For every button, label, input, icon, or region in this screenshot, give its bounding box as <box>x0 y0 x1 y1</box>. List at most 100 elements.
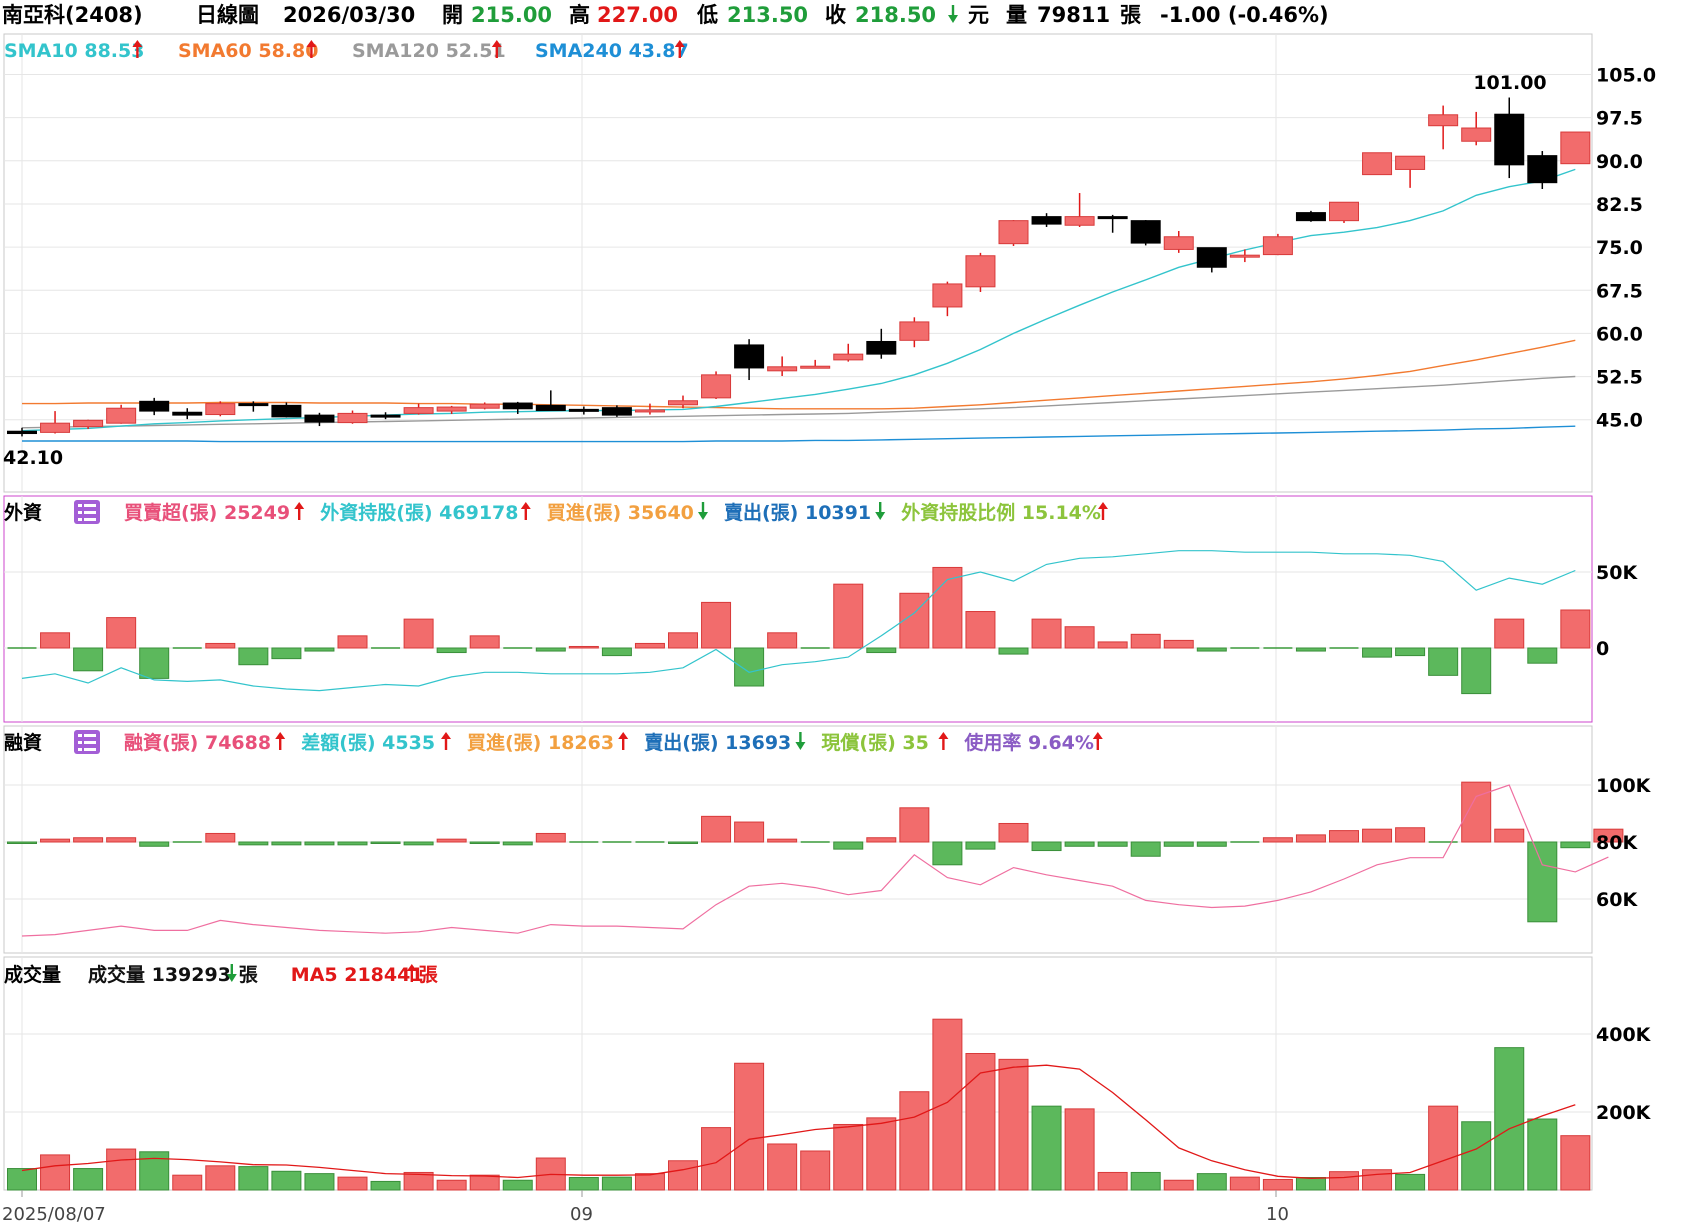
arrow-up-icon <box>1092 732 1103 750</box>
candle <box>403 403 434 415</box>
margin-axis-label: 80K <box>1596 832 1638 854</box>
foreign-bar <box>1031 618 1062 649</box>
volume-bar <box>965 1053 996 1191</box>
margin-bar <box>1262 837 1293 843</box>
volume-bar <box>1097 1171 1128 1191</box>
volume-bar <box>568 1177 599 1191</box>
volume-bar <box>271 1170 302 1191</box>
min-price-label: 42.10 <box>3 447 63 469</box>
candle <box>1262 233 1293 256</box>
volume-bar <box>1362 1169 1393 1191</box>
foreign-bar <box>1130 633 1161 649</box>
volume-bar <box>1196 1173 1227 1191</box>
volume-bar <box>1064 1108 1095 1191</box>
margin-bar <box>535 832 566 843</box>
volume-legend-unit: 張 <box>419 964 439 986</box>
candle-body <box>1527 155 1558 184</box>
volume-legend-unit: 張 <box>239 964 259 986</box>
candle <box>1362 152 1393 176</box>
volume-bar <box>833 1123 864 1191</box>
foreign-bar <box>866 647 897 654</box>
candle <box>1163 231 1194 253</box>
margin-bar <box>1130 841 1161 857</box>
candle <box>932 281 963 317</box>
volume-bar <box>238 1166 269 1191</box>
candle <box>1097 214 1128 233</box>
candle <box>1064 193 1095 227</box>
candle <box>1560 131 1591 165</box>
candle-body <box>304 414 335 423</box>
price-axis-label: 60.0 <box>1596 323 1643 345</box>
candle-body <box>7 430 37 435</box>
price-axis-label: 75.0 <box>1596 237 1643 259</box>
candle <box>205 401 236 417</box>
foreign-bar <box>73 647 104 672</box>
sma60-line <box>22 339 1576 410</box>
candle-body <box>1494 113 1525 166</box>
candle <box>73 419 104 429</box>
candle <box>502 401 533 414</box>
foreign-bar <box>106 617 137 649</box>
volume-axis-label: 400K <box>1596 1024 1652 1046</box>
price-change: -1.00 (-0.46%) <box>1160 3 1329 27</box>
sma10-line <box>21 168 1576 432</box>
close-value: 218.50 <box>855 3 936 27</box>
volume-bar <box>172 1174 203 1191</box>
margin-bar <box>205 832 236 843</box>
volume-bar <box>436 1179 467 1191</box>
price-axis-label: 105.0 <box>1596 65 1656 87</box>
candle <box>568 406 599 415</box>
volume-bar <box>337 1176 368 1191</box>
candle-body <box>469 403 500 409</box>
volume-panel <box>3 956 1593 1191</box>
foreign-bar <box>1295 647 1326 652</box>
candle <box>1461 111 1492 146</box>
foreign-bar <box>767 632 798 649</box>
foreign-bar <box>535 647 566 652</box>
foreign-legend-item: 外資持股(張) 469178 <box>320 501 518 524</box>
menu-list-icon[interactable] <box>74 730 100 754</box>
margin-bar <box>932 841 963 866</box>
foreign-bar <box>238 647 269 666</box>
candle <box>833 343 864 362</box>
margin-bar <box>899 807 930 843</box>
arrow-up-icon <box>520 502 531 520</box>
candle-body <box>40 422 71 433</box>
volume-bar <box>502 1179 533 1191</box>
foreign-axis-label: 0 <box>1596 638 1609 660</box>
candle <box>701 371 732 400</box>
candle <box>899 317 930 348</box>
foreign-bar <box>337 635 368 649</box>
margin-legend-item: 買進(張) 18263 <box>467 732 614 754</box>
price-axis-label: 97.5 <box>1596 108 1643 130</box>
candle-body <box>172 411 203 416</box>
candle <box>172 408 203 420</box>
margin-bar <box>502 841 533 846</box>
volume-bar <box>1163 1179 1194 1191</box>
candle-body <box>899 321 930 341</box>
foreign-bar <box>1428 647 1459 676</box>
foreign-bar <box>1362 647 1393 658</box>
volume-bar <box>601 1176 632 1191</box>
margin-bar <box>1295 834 1326 843</box>
margin-legend-item: 現償(張) 35 <box>821 731 928 754</box>
margin-axis-label: 100K <box>1596 775 1652 797</box>
quote-date: 2026/03/30 <box>283 3 415 27</box>
margin-legend-item: 使用率 9.64% <box>963 731 1094 754</box>
candle-body <box>668 400 698 406</box>
candle <box>40 411 71 434</box>
x-axis-label: 09 <box>570 1204 593 1225</box>
candle <box>1494 97 1525 179</box>
volume-bar <box>73 1168 104 1191</box>
candle <box>601 405 632 417</box>
volume-bar <box>634 1173 665 1191</box>
foreign-panel <box>3 495 1593 723</box>
open-label: 開 <box>442 3 463 27</box>
volume-bar <box>7 1168 37 1191</box>
menu-list-icon[interactable] <box>74 500 100 524</box>
volume-bar <box>139 1151 170 1191</box>
arrow-up-icon <box>306 40 317 58</box>
margin-panel <box>3 725 1593 954</box>
candle-body <box>1560 131 1591 165</box>
